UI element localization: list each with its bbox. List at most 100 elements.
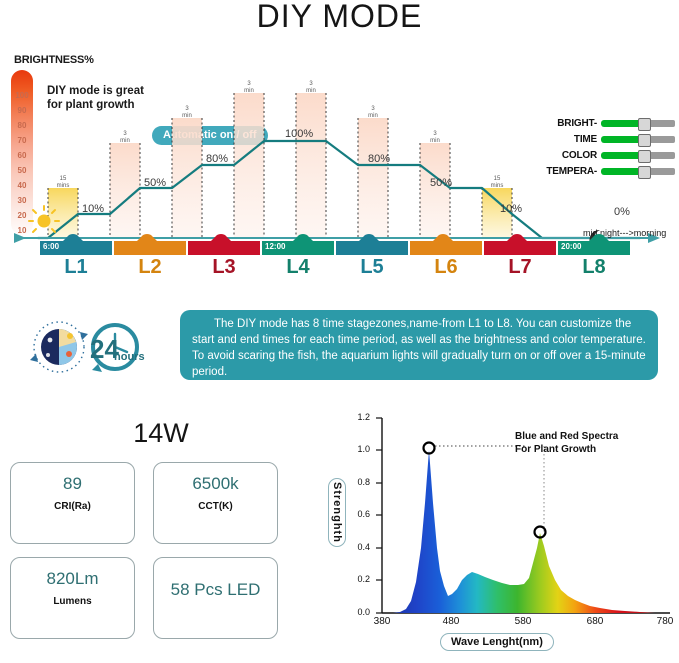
spec-value-cct: 6500k [192,474,239,493]
slider-rest-bright [645,119,675,127]
brightness-thermometer-icon [11,70,33,235]
slider-row-bright[interactable]: BRIGHT- [505,116,675,131]
ramp-label-4: 3 min [236,81,262,95]
ramp-label-4-unit: min [244,88,254,94]
slider-track-time[interactable] [601,133,675,147]
stage-segment-l5[interactable] [336,234,408,255]
ramp-label-3-num: 3 [185,106,189,112]
thermo-tick-60: 60 [17,151,27,160]
stage-segment-l1[interactable]: 6:00 [40,234,112,255]
slider-row-time[interactable]: TIME [505,132,675,147]
slider-knob-tempera[interactable] [638,165,651,179]
x-tick-580: 580 [514,616,532,627]
brightness-axis-title: BRIGHTNESS% [14,54,94,66]
ramp-label-8-num: 15 [493,176,501,182]
marker-red-peak [533,525,547,539]
info-text: The DIY mode has 8 time stagezones,name-… [192,318,646,378]
ramp-label-5-unit: min [306,88,316,94]
ramp-label-6: 3 min [360,106,386,120]
slider-fill-color [601,151,641,159]
y-tick-0.6: 0.6 [357,509,370,519]
ramp-label-5-num: 3 [309,81,313,87]
clock-unit: hours [114,351,145,363]
spectra-annotation-line-2: For Plant Growth [515,444,597,455]
pct-label-l6: 50% [430,177,453,189]
slider-label-tempera: TEMPERA- [546,165,597,177]
ramp-label-7-num: 3 [433,131,437,137]
y-tick-0.0: 0.0 [357,607,370,617]
thermo-tick-30: 30 [17,196,27,205]
spec-value-lumens: 820Lm [46,569,99,588]
slider-row-color[interactable]: COLOR [505,148,675,163]
slider-track-bright[interactable] [601,117,675,131]
y-tick-0.4: 0.4 [357,542,370,552]
stage-segment-l4[interactable]: 12:00 [262,234,334,255]
slider-knob-bright[interactable] [638,117,651,131]
slider-track-tempera[interactable] [601,165,675,179]
stage-segment-l2[interactable] [114,234,186,255]
pct-label-l3: 80% [206,153,229,165]
stage-label-l6: L6 [434,256,458,278]
stage-label-l5: L5 [360,256,384,278]
stage-time-l1: 6:00 [43,242,60,251]
ramp-label-6-num: 3 [371,106,375,112]
x-tick-780: 780 [656,616,674,627]
thermo-tick-70: 70 [17,136,27,145]
slider-knob-color[interactable] [638,149,651,163]
ramp-label-1: 15 mins [50,176,76,190]
y-axis-label: Strenghth [328,478,346,547]
stage-segment-l3[interactable] [188,234,260,255]
thermo-tick-90: 90 [17,106,27,115]
stage-label-l4: L4 [286,256,310,278]
x-tick-480: 480 [442,616,460,627]
stage-segment-l7[interactable] [484,234,556,255]
thermo-tick-40: 40 [17,181,27,190]
slider-row-tempera[interactable]: TEMPERA- [505,164,675,179]
ramp-label-7-unit: min [430,138,440,144]
stage-segment-l6[interactable] [410,234,482,255]
spec-unit-lumens: Lumens [53,596,92,607]
ramp-label-2-num: 3 [123,131,127,137]
ramp-label-1-num: 15 [59,176,67,182]
brightness-timeline-chart: BRIGHTNESS% 100 90 80 70 60 50 40 30 20 … [0,48,679,298]
pct-label-l5: 80% [368,153,391,165]
stage-time-l4: 12:00 [265,242,286,251]
slider-fill-tempera [601,167,641,175]
spectra-annotation-line-1: Blue and Red Spectra [515,431,619,442]
stage-time-l8: 20:00 [561,242,582,251]
wattage-label: 14W [133,418,189,448]
ramp-label-3-unit: min [182,113,192,119]
spec-box-cri: 89 CRI(Ra) [10,462,135,544]
spectra-chart: 1.2 1.0 0.8 0.6 0.4 0.2 0.0 380 480 580 … [328,408,675,658]
thermo-tick-10: 10 [17,226,27,235]
slider-label-time: TIME [573,133,597,145]
pct-label-l2: 50% [144,177,167,189]
pct-label-l8: 0% [614,206,630,218]
x-tick-380: 380 [373,616,391,627]
marker-blue-peak [422,441,436,455]
slider-track-color[interactable] [601,149,675,163]
thermo-tick-80: 80 [17,121,27,130]
page-title: DIY MODE [256,0,423,34]
spec-box-led-count: 58 Pcs LED [153,557,278,639]
stage-labels-row: L1 L2 L3 L4 L5 L6 L7 L8 [40,256,640,282]
midnight-morning-note: mid night--->morning [583,228,667,238]
slider-label-bright: BRIGHT- [557,117,597,129]
stage-label-l7: L7 [508,256,532,278]
timeline-curve [14,93,660,250]
pct-label-l1: 10% [82,203,105,215]
spec-unit-cct: CCT(K) [198,501,233,512]
control-sliders-group: BRIGHT- TIME COLOR [505,116,675,180]
stage-segment-l8[interactable]: 20:00 [558,234,630,255]
thermo-tick-20: 20 [17,211,27,220]
stage-label-l3: L3 [212,256,236,278]
spec-box-cct: 6500k CCT(K) [153,462,278,544]
ramp-label-7: 3 min [422,131,448,145]
clock-number: 24 [90,334,119,364]
y-tick-0.2: 0.2 [357,574,370,584]
stage-label-l8: L8 [582,256,606,278]
slider-knob-time[interactable] [638,133,651,147]
x-axis-label: Wave Lenght(nm) [440,633,554,651]
thermo-tick-50: 50 [17,166,27,175]
